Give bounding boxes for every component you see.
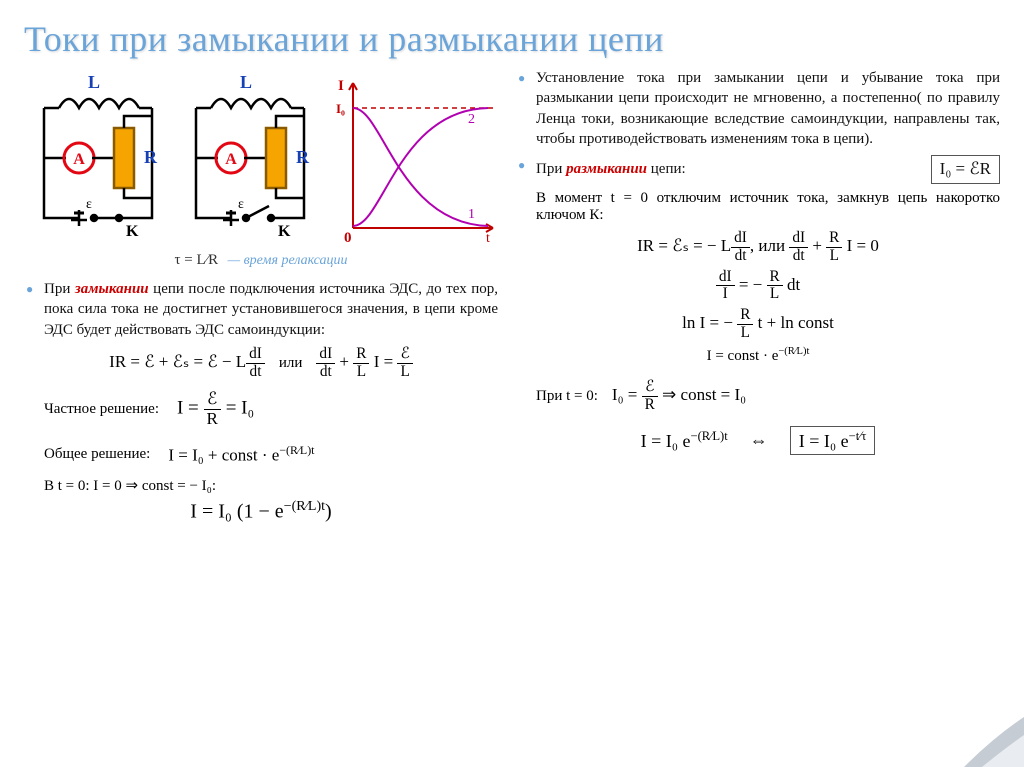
- circuit-closing: L R A ε K: [24, 68, 172, 248]
- bullet-opening: При размыкании цепи: I₀ = ℰR: [516, 155, 1000, 184]
- bullet-intro: Установление тока при замыкании цепи и у…: [516, 68, 1000, 149]
- figure-row: L R A ε K: [24, 68, 498, 248]
- eq-lnI: ln I = − RL t + ln const: [516, 307, 1000, 342]
- svg-text:0: 0: [344, 230, 352, 246]
- svg-text:L: L: [240, 72, 252, 92]
- svg-text:K: K: [278, 223, 291, 240]
- svg-text:I₀: I₀: [336, 101, 345, 116]
- eq-kirchhoff-close: IR = ℰ + ℰₛ = ℰ − LdIdt или dIdt + RL I …: [24, 346, 498, 381]
- eq-I0-box: I₀ = ℰR: [931, 155, 1000, 184]
- svg-text:2: 2: [468, 112, 475, 127]
- label-partial: Частное решение: I = ℰR = I₀: [24, 386, 498, 433]
- transient-graph: I I₀ 0 t 1 2: [328, 68, 498, 248]
- label-L: L: [88, 72, 100, 92]
- label-K: K: [126, 223, 139, 240]
- circuit-opening: L R A ε K: [176, 68, 324, 248]
- eq-kirchhoff-open: IR = ℰₛ = − LdIdt, или dIdt + RL I = 0: [516, 230, 1000, 265]
- relaxation-caption: τ = L⁄R — время релаксации: [24, 252, 498, 269]
- label-t0-close: В t = 0: I = 0 ⇒ const = − I₀:: [24, 476, 498, 495]
- svg-text:I: I: [338, 78, 344, 94]
- row-t0-open: При t = 0: I₀ = ℰR ⇒ const = I₀: [516, 375, 1000, 418]
- right-column: Установление тока при замыкании цепи и у…: [516, 68, 1000, 527]
- eq-sep-var: dII = − RL dt: [516, 269, 1000, 304]
- page-title: Токи при замыкании и размыкании цепи: [24, 18, 1000, 60]
- svg-text:1: 1: [468, 207, 475, 222]
- label-R: R: [144, 147, 158, 167]
- eq-I-const: I = const · e−(R⁄L)t: [516, 346, 1000, 365]
- label-general: Общее решение: I = I₀ + const · e−(R⁄L)t: [24, 439, 498, 470]
- svg-text:t: t: [486, 231, 490, 246]
- text-t0-open: В момент t = 0 отключим источник тока, з…: [516, 190, 1000, 224]
- svg-text:ε: ε: [238, 197, 244, 212]
- page-curl-icon: [964, 717, 1024, 767]
- label-eps: ε: [86, 197, 92, 212]
- eq-final-close: I = I₀ (1 − e−(R⁄L)t): [24, 499, 498, 524]
- svg-text:A: A: [225, 151, 237, 168]
- label-A: A: [73, 151, 85, 168]
- left-column: L R A ε K: [24, 68, 498, 527]
- svg-text:R: R: [296, 147, 310, 167]
- bullet-closing: При замыкании цепи после подключения ист…: [24, 279, 498, 340]
- row-final-open: I = I₀ e−(R⁄L)t ⇔ I = I₀ e−t⁄τ: [516, 425, 1000, 456]
